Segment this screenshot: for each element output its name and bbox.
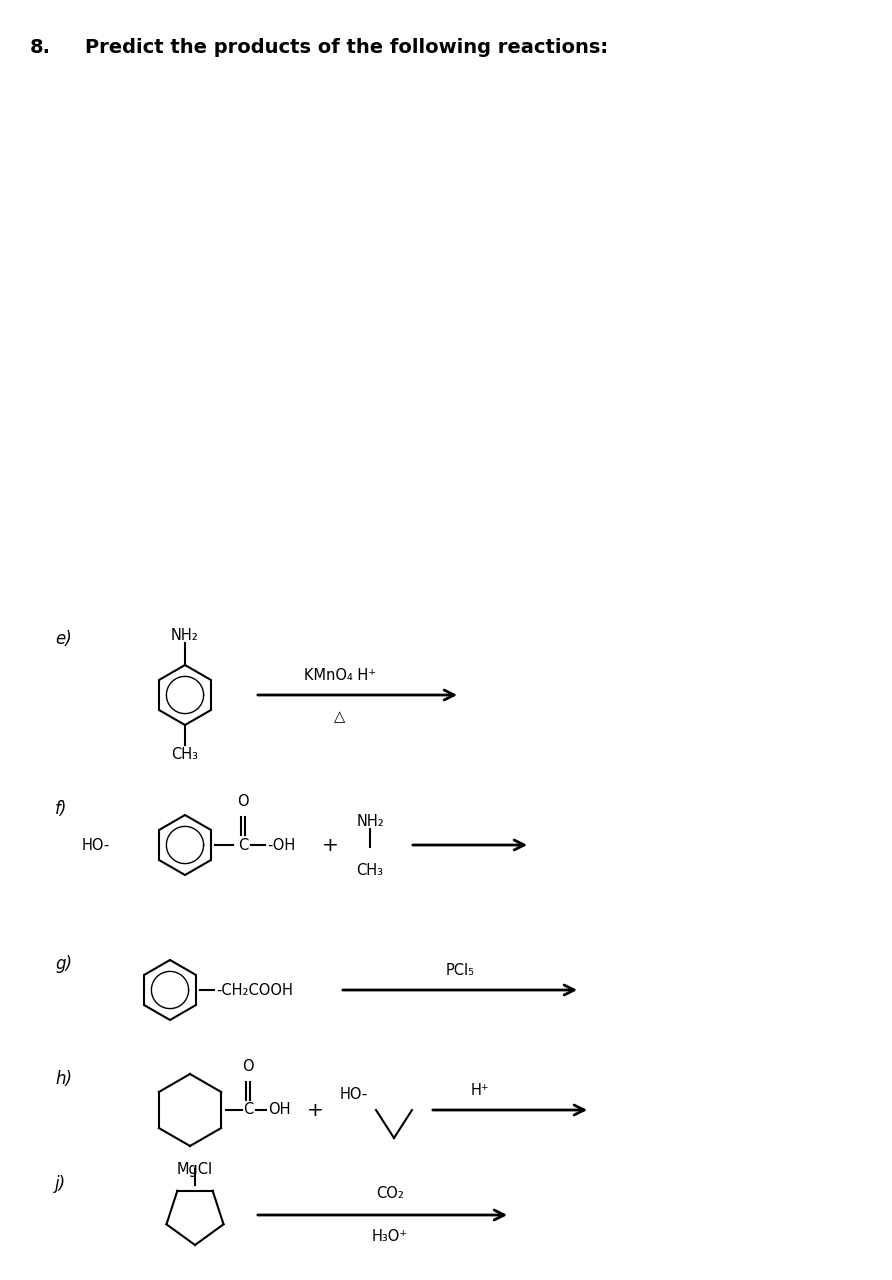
Text: CH₃: CH₃ [171, 748, 199, 762]
Text: NH₂: NH₂ [356, 814, 384, 829]
Text: O: O [243, 1059, 254, 1074]
Text: H₃O⁺: H₃O⁺ [372, 1229, 408, 1244]
Text: O: O [237, 794, 249, 809]
Text: OH: OH [268, 1102, 291, 1117]
Text: HO-: HO- [340, 1087, 368, 1102]
Text: KMnO₄ H⁺: KMnO₄ H⁺ [304, 668, 376, 684]
Text: g): g) [55, 955, 72, 973]
Text: f): f) [55, 800, 68, 818]
Text: -OH: -OH [267, 837, 295, 852]
Text: NH₂: NH₂ [171, 628, 199, 643]
Text: +: + [307, 1101, 324, 1120]
Text: h): h) [55, 1070, 72, 1088]
Text: △: △ [334, 709, 345, 724]
Text: C: C [238, 837, 248, 852]
Text: PCl₅: PCl₅ [445, 963, 475, 978]
Text: j): j) [55, 1175, 66, 1193]
Text: CO₂: CO₂ [376, 1187, 404, 1201]
Text: 8.: 8. [30, 38, 51, 58]
Text: +: + [321, 836, 338, 855]
Text: Predict the products of the following reactions:: Predict the products of the following re… [85, 38, 608, 58]
Text: H⁺: H⁺ [471, 1083, 490, 1098]
Text: C: C [243, 1102, 253, 1117]
Text: MgCl: MgCl [177, 1162, 213, 1178]
Text: CH₃: CH₃ [357, 863, 384, 878]
Text: HO-: HO- [82, 837, 111, 852]
Text: -CH₂COOH: -CH₂COOH [216, 983, 293, 997]
Text: e): e) [55, 630, 71, 648]
